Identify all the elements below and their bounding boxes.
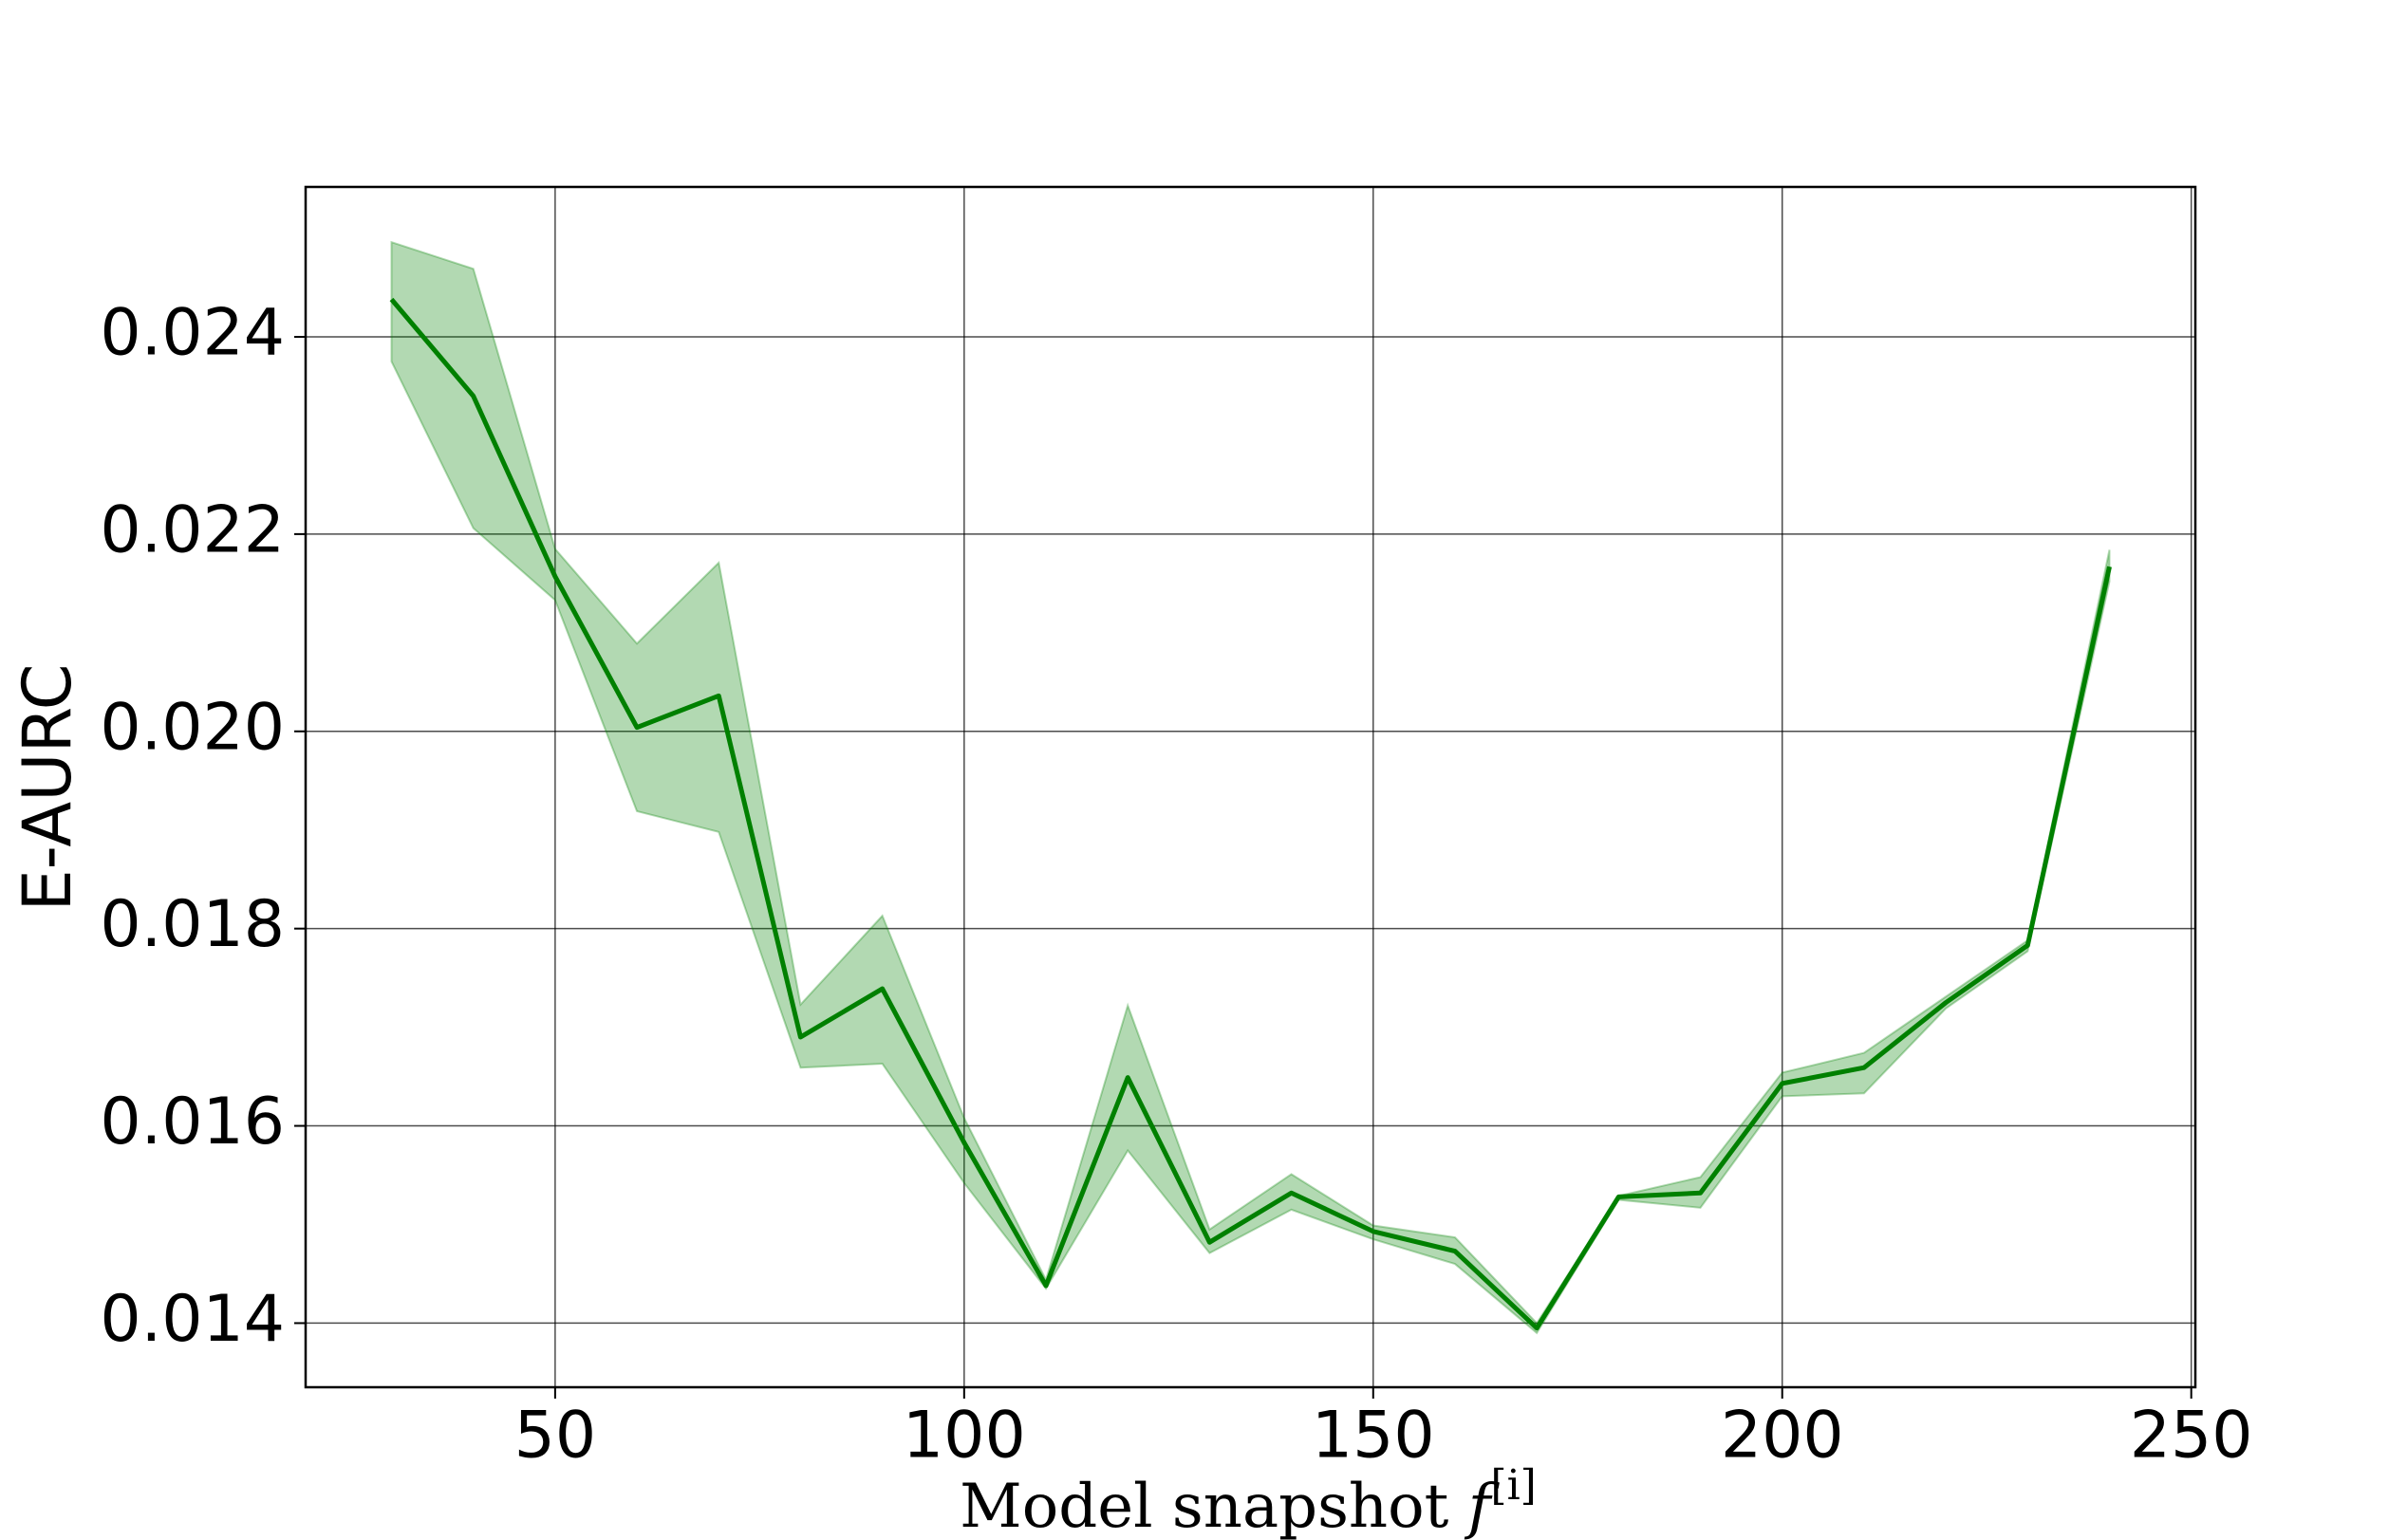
x-axis-label: Model snapshot f[i]	[960, 1461, 1537, 1540]
y-tick-label: 0.020	[100, 690, 285, 765]
x-tick-label: 100	[903, 1399, 1026, 1474]
y-tick-label: 0.022	[100, 492, 285, 567]
y-tick-label: 0.018	[100, 887, 285, 962]
data-line	[389, 297, 2112, 1331]
y-tick-label: 0.024	[100, 296, 285, 371]
x-label-text: Model snapshot	[960, 1472, 1449, 1540]
y-tick-label: 0.014	[100, 1282, 285, 1357]
y-axis-label: E-AURC	[9, 663, 86, 911]
x-tick-label: 150	[1312, 1399, 1435, 1474]
x-label-superscript: [i]	[1490, 1461, 1536, 1510]
plot-frame	[304, 185, 2197, 1389]
y-tick-label: 0.016	[100, 1085, 285, 1160]
x-tick-label: 250	[2130, 1399, 2253, 1474]
x-tick-label: 200	[1721, 1399, 1844, 1474]
confidence-band	[390, 240, 2111, 1335]
x-tick-label: 50	[514, 1399, 597, 1474]
